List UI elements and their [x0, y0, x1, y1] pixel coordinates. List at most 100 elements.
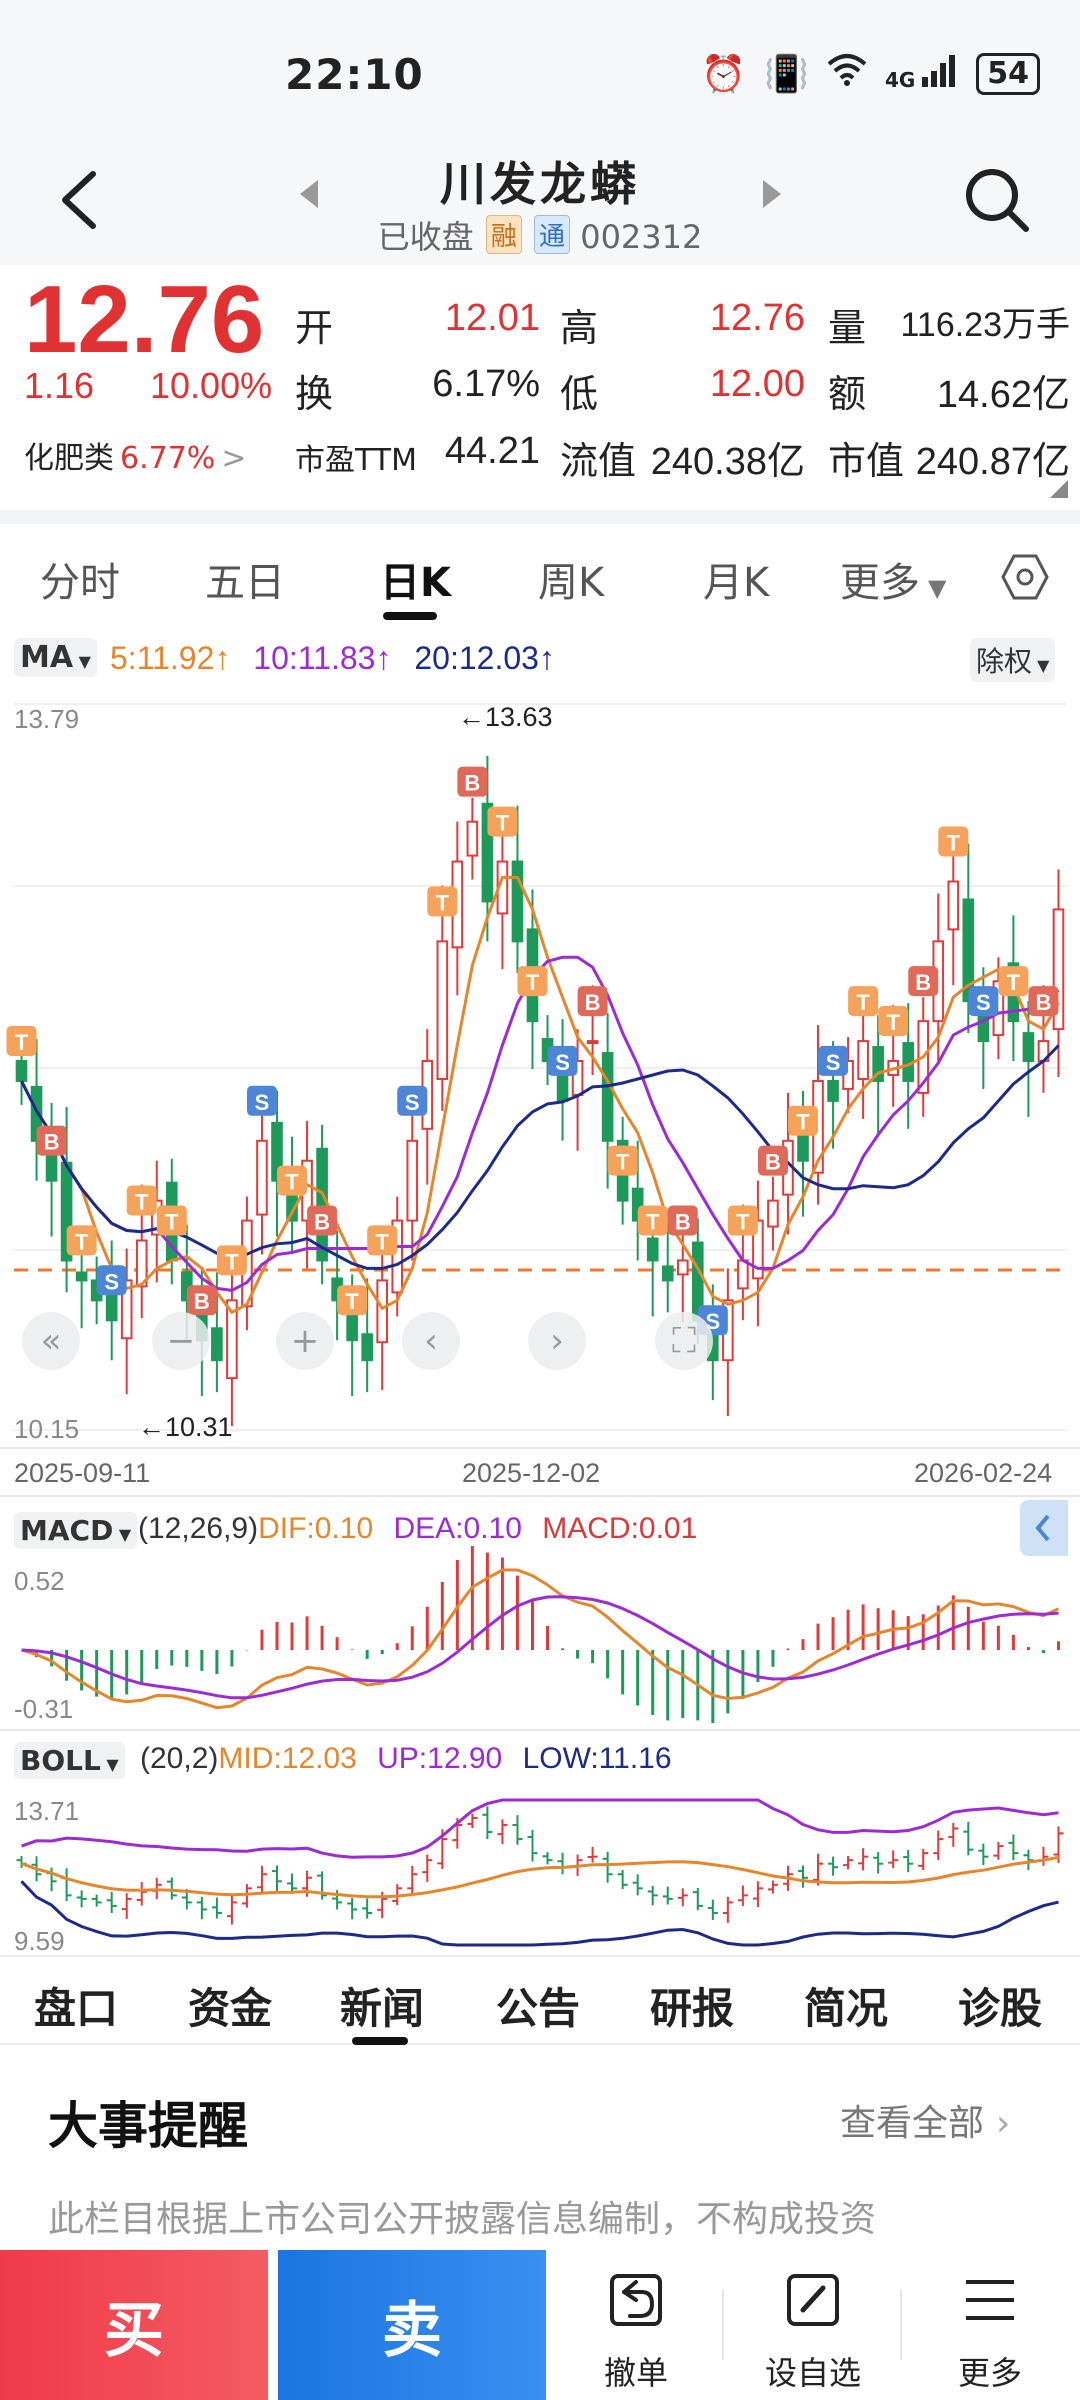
trade-marker-badge	[757, 1145, 788, 1176]
candle-body	[376, 1279, 389, 1344]
more-actions-button[interactable]: 更多	[905, 2250, 1075, 2400]
trade-marker-label: S	[826, 1050, 841, 1075]
trade-marker-label: T	[436, 890, 450, 915]
tab-news[interactable]: 新闻	[340, 1984, 425, 2033]
trade-marker-badge	[427, 886, 458, 917]
zoom-out-button[interactable]: −	[152, 1312, 210, 1370]
trade-marker-label: B	[585, 990, 601, 1015]
zoom-in-button[interactable]: +	[276, 1312, 334, 1370]
tab-profile[interactable]: 简况	[804, 1984, 889, 2033]
tab-order-book[interactable]: 盘口	[34, 1984, 119, 2033]
trade-marker-badge	[788, 1105, 818, 1136]
ma5-value: 5:11.92↑	[110, 640, 231, 676]
alarm-icon: ⏰	[701, 53, 747, 95]
y-axis-max: 13.79	[14, 704, 80, 734]
candle-body	[211, 1327, 223, 1362]
tab-more-periods[interactable]: 更多 ▼	[840, 560, 947, 606]
trade-marker: S	[246, 1085, 277, 1116]
amount-label: 额	[828, 372, 867, 416]
boll-axis-min: 9.59	[14, 1926, 65, 1956]
events-section: 大事提醒 查看全部 › 此栏目根据上市公司公开披露信息编制，不构成投资	[0, 2050, 1080, 2250]
adjust-select[interactable]: 除权 ▼	[970, 638, 1056, 682]
high-value: 12.76	[709, 297, 805, 339]
chart-settings-icon[interactable]	[1000, 552, 1050, 602]
macd-dif: DIF:0.10	[258, 1512, 374, 1545]
macd-dea-line	[21, 1595, 1059, 1700]
tab-intraday[interactable]: 分时	[40, 560, 120, 606]
macd-axis-max: 0.52	[14, 1566, 65, 1596]
trade-marker-label: B	[915, 970, 931, 995]
trade-marker-label: B	[314, 1209, 330, 1234]
trade-marker-badge	[848, 986, 879, 1017]
trade-marker-badge	[607, 1145, 638, 1176]
collapse-panel-button[interactable]	[1020, 1500, 1068, 1556]
view-all-link[interactable]: 查看全部 ›	[840, 2103, 1011, 2144]
chevron-left-icon	[1035, 1514, 1050, 1542]
macd-select[interactable]: MACD ▼	[14, 1512, 138, 1549]
caret-down-icon: ▼	[113, 1525, 132, 1544]
trade-marker-label: T	[345, 1289, 359, 1314]
expand-corner-icon[interactable]	[1050, 480, 1068, 498]
candle-body	[316, 1147, 328, 1262]
tab-announcements[interactable]: 公告	[496, 1984, 581, 2033]
scroll-right-button[interactable]: ›	[528, 1312, 586, 1370]
ma-select[interactable]: MA ▼	[14, 638, 97, 677]
trade-marker-badge	[457, 766, 488, 797]
candle-body	[962, 898, 975, 1003]
trade-marker-badge	[36, 1125, 67, 1156]
sector-pct: 6.77%	[120, 441, 216, 476]
tab-monthly-k[interactable]: 月K	[703, 560, 770, 606]
trade-marker: T	[607, 1145, 638, 1176]
sector-link[interactable]: 化肥类 6.77% >	[24, 433, 246, 477]
volume-value: 116.23万手	[900, 306, 1070, 344]
search-icon[interactable]	[962, 165, 1032, 235]
candle-body	[827, 1079, 839, 1102]
tab-daily-k[interactable]: 日K	[380, 560, 451, 606]
tab-five-day[interactable]: 五日	[205, 560, 285, 606]
status-time: 22:10	[285, 50, 424, 99]
divider	[722, 2290, 724, 2360]
candle-body	[15, 1060, 28, 1082]
trade-marker-label: T	[15, 1030, 29, 1055]
cancel-order-button[interactable]: 撤单	[551, 2250, 721, 2400]
float-cap-value: 240.38亿	[650, 441, 805, 483]
trade-marker-badge	[66, 1225, 97, 1256]
candle-body	[361, 1333, 373, 1362]
trade-marker-badge	[96, 1265, 127, 1296]
boll-low: LOW:11.16	[522, 1742, 672, 1775]
back-icon[interactable]	[55, 170, 105, 230]
trade-marker: T	[998, 966, 1029, 997]
trade-marker: T	[848, 986, 879, 1017]
trade-marker-badge	[246, 1085, 277, 1116]
prev-stock-icon[interactable]	[300, 180, 318, 208]
trade-marker: S	[96, 1265, 127, 1296]
trade-marker-label: B	[194, 1289, 210, 1314]
next-stock-icon[interactable]	[763, 180, 781, 208]
ma20-line	[20, 1044, 1060, 1270]
sell-button[interactable]: 卖	[278, 2250, 546, 2400]
tab-research[interactable]: 研报	[650, 1984, 735, 2033]
trade-marker-badge	[277, 1165, 308, 1196]
trade-marker-label: B	[765, 1150, 781, 1175]
tab-funds[interactable]: 资金	[188, 1984, 273, 2033]
trade-marker: T	[156, 1205, 187, 1236]
tab-diagnosis[interactable]: 诊股	[958, 1984, 1043, 2033]
connect-badge: 通	[534, 215, 571, 254]
tab-weekly-k[interactable]: 周K	[538, 560, 605, 606]
trade-marker-label: S	[555, 1050, 570, 1075]
boll-select[interactable]: BOLL ▼	[14, 1742, 125, 1779]
high-callout: ←13.63	[458, 702, 553, 732]
trade-marker: S	[818, 1045, 849, 1076]
macd-dea: DEA:0.10	[393, 1512, 522, 1545]
fullscreen-button[interactable]: ⛶	[655, 1312, 713, 1370]
ma10-value: 10:11.83↑	[253, 640, 392, 676]
edit-icon	[787, 2274, 839, 2326]
scroll-left-button[interactable]: ‹	[402, 1312, 460, 1370]
candle-body	[135, 1239, 148, 1288]
add-watchlist-button[interactable]: 设自选	[728, 2250, 898, 2400]
trade-marker-badge	[908, 966, 939, 997]
rewind-button[interactable]: «	[22, 1312, 80, 1370]
buy-button[interactable]: 买	[0, 2250, 268, 2400]
